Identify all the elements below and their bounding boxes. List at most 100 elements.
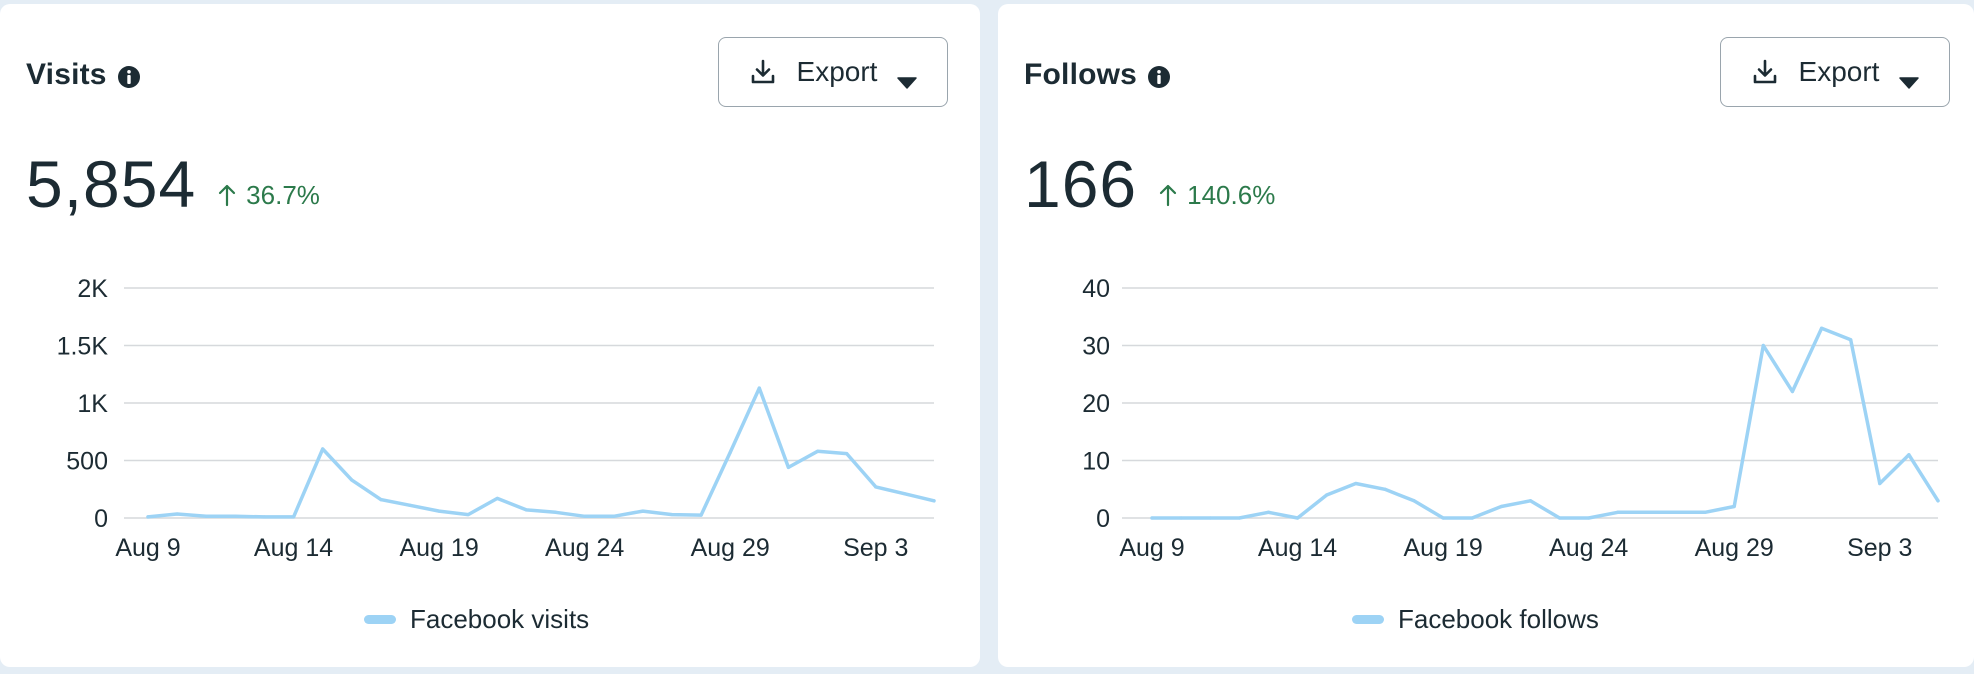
- data-point: [1819, 326, 1824, 330]
- x-tick-label: Aug 19: [1403, 534, 1482, 562]
- caret-down-icon: [1899, 65, 1920, 89]
- data-point: [1179, 516, 1183, 520]
- follows-change-percent: 140.6%: [1187, 179, 1276, 210]
- data-point: [1150, 516, 1154, 520]
- data-point: [175, 512, 179, 516]
- follows-change: 140.6%: [1159, 180, 1275, 211]
- y-tick-label: 1K: [77, 390, 108, 418]
- visits-change-percent: 36.7%: [246, 179, 320, 210]
- data-point: [932, 499, 936, 503]
- x-tick-label: Sep 3: [843, 534, 908, 562]
- follows-metric: 166 140.6%: [1024, 146, 1275, 222]
- y-tick-label: 500: [66, 448, 108, 476]
- data-point: [641, 509, 645, 513]
- data-point: [1441, 516, 1445, 520]
- data-point: [1528, 499, 1533, 503]
- data-point: [1412, 499, 1416, 503]
- data-point: [379, 498, 383, 502]
- data-point: [1237, 516, 1241, 520]
- y-tick-label: 0: [94, 505, 108, 533]
- follows-legend[interactable]: Facebook follows: [1352, 604, 1599, 635]
- legend-label: Facebook visits: [410, 604, 590, 634]
- x-tick-label: Aug 14: [1258, 534, 1337, 562]
- x-tick-label: Aug 19: [399, 534, 478, 562]
- visits-metric: 5,854 36.7%: [26, 146, 320, 222]
- data-point: [757, 386, 761, 390]
- data-point: [233, 514, 237, 518]
- follows-title-text: Follows: [1024, 58, 1138, 91]
- y-tick-label: 40: [1082, 275, 1110, 303]
- visits-line-chart: 0 500 1K 1.5K 2K Aug 9 Aug 14 Aug 19 Aug 24 Aug 2…: [57, 275, 936, 562]
- info-icon[interactable]: [1147, 63, 1171, 88]
- series-line: [1150, 326, 1940, 520]
- data-point: [466, 512, 470, 517]
- series-line: [146, 386, 936, 519]
- y-tick-label: 10: [1082, 448, 1110, 476]
- follows-line-chart: 0 10 20 30 40 Aug 9 Aug 14 Aug 19 Aug 24 Aug 29 Se…: [1082, 275, 1940, 562]
- info-icon[interactable]: [117, 63, 141, 88]
- download-icon: [749, 58, 777, 86]
- data-point: [1645, 510, 1649, 514]
- data-point: [321, 447, 325, 451]
- data-point: [1470, 516, 1474, 520]
- data-point: [1732, 504, 1736, 509]
- data-point: [1383, 487, 1387, 491]
- data-point: [1761, 343, 1765, 348]
- export-label: Export: [1798, 56, 1880, 87]
- data-point: [204, 514, 208, 518]
- follows-total: 166: [1024, 147, 1138, 221]
- legend-swatch: [1352, 615, 1384, 624]
- y-tick-label: 0: [1096, 505, 1110, 533]
- data-point: [845, 452, 849, 456]
- x-tick-label: Aug 29: [1695, 534, 1774, 562]
- data-point: [1674, 510, 1678, 514]
- data-point: [1790, 389, 1795, 394]
- data-point: [786, 465, 791, 469]
- x-tick-label: Aug 24: [1549, 534, 1628, 562]
- download-icon: [1751, 58, 1779, 86]
- follows-title: Follows: [1024, 58, 1171, 92]
- data-point: [1703, 510, 1707, 514]
- visits-export-button[interactable]: Export: [718, 37, 948, 107]
- data-point: [262, 515, 267, 519]
- data-point: [1936, 499, 1940, 503]
- data-point: [815, 449, 820, 453]
- data-point: [1499, 504, 1503, 509]
- caret-down-icon: [897, 65, 918, 89]
- follows-export-button[interactable]: Export: [1720, 37, 1950, 107]
- visits-card: Visits Export 5,854 36.7% 0 500 1K 1.5K 2K Au…: [0, 4, 980, 667]
- data-point: [1878, 481, 1882, 486]
- data-point: [1208, 516, 1212, 520]
- x-tick-label: Sep 3: [1847, 534, 1912, 562]
- legend-label: Facebook follows: [1398, 604, 1599, 634]
- y-tick-label: 20: [1082, 390, 1110, 418]
- data-point: [524, 508, 529, 512]
- data-point: [612, 514, 616, 518]
- x-tick-label: Aug 14: [254, 534, 333, 562]
- visits-legend[interactable]: Facebook visits: [364, 604, 589, 635]
- visits-title-text: Visits: [26, 58, 107, 91]
- x-tick-label: Aug 29: [691, 534, 770, 562]
- y-tick-label: 30: [1082, 333, 1110, 361]
- data-point: [1616, 510, 1620, 514]
- data-point: [408, 503, 412, 507]
- legend-swatch: [364, 615, 396, 624]
- data-point: [495, 496, 499, 501]
- y-tick-label: 2K: [77, 275, 108, 303]
- x-tick-label: Aug 9: [1119, 534, 1184, 562]
- data-point: [350, 478, 354, 482]
- data-point: [874, 485, 878, 489]
- y-tick-label: 1.5K: [57, 333, 109, 361]
- arrow-up-icon: [1159, 183, 1177, 207]
- data-point: [1907, 453, 1911, 457]
- data-point: [1354, 481, 1358, 486]
- arrow-up-icon: [218, 183, 236, 207]
- visits-title: Visits: [26, 58, 141, 92]
- data-point: [146, 515, 150, 519]
- data-point: [1849, 338, 1853, 342]
- data-point: [1266, 510, 1271, 514]
- data-point: [437, 509, 441, 513]
- data-point: [291, 515, 296, 519]
- data-point: [553, 510, 558, 514]
- follows-card: Follows Export 166 140.6% 0 10 20 30 40 Aug 9…: [998, 4, 1974, 667]
